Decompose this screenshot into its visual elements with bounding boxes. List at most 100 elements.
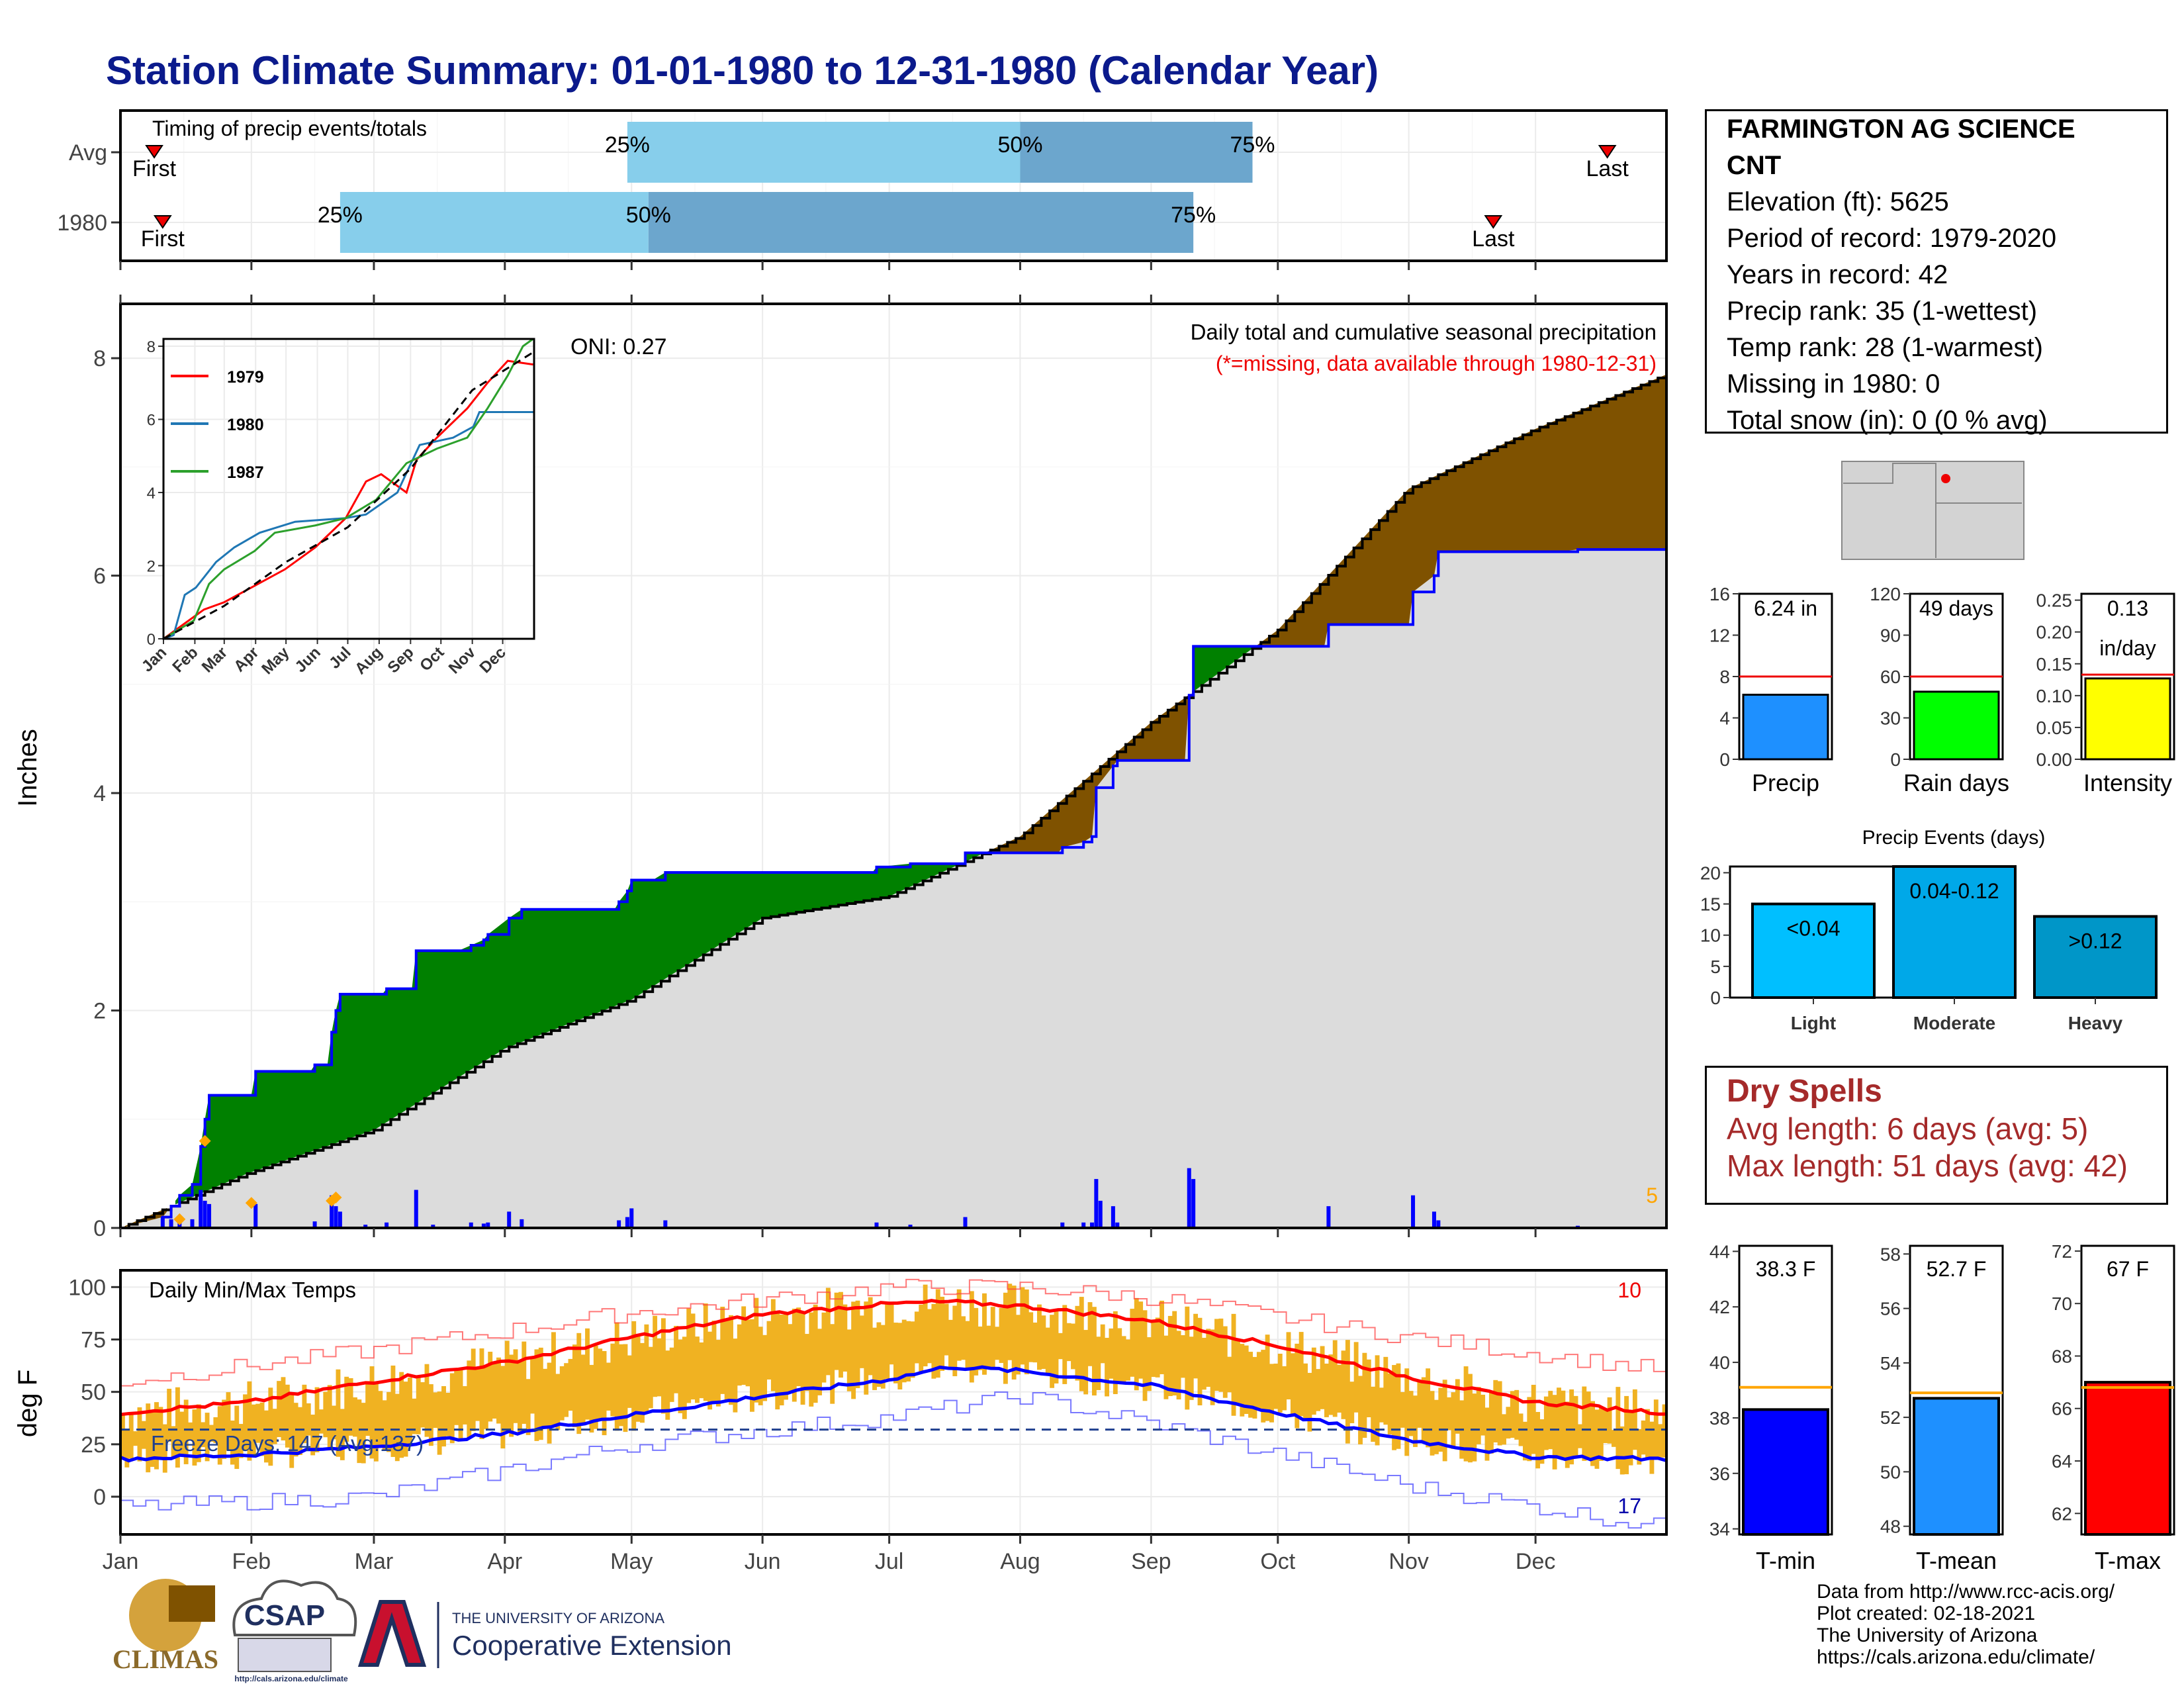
daily-temp-bar [653, 1315, 658, 1397]
daily-precip-bar [963, 1217, 968, 1228]
month-tick-label: Jan [103, 1549, 139, 1574]
rank-value-label: 49 days [1919, 596, 1993, 620]
daily-temp-bar [707, 1331, 713, 1410]
precip-above-normal-area [175, 863, 957, 1205]
rank-y-tick-label: 120 [1870, 584, 1901, 604]
event-bar-label: 0.04-0.12 [1909, 879, 1999, 903]
daily-temp-bar [441, 1385, 446, 1447]
daily-temp-bar [332, 1405, 337, 1440]
daily-temp-bar [572, 1344, 577, 1428]
rank-y-tick-label: 0.05 [2036, 718, 2073, 738]
temp-record-high-line [120, 1278, 1667, 1387]
daily-temp-bar [1201, 1337, 1206, 1390]
timing-label-first: First [132, 156, 177, 181]
daily-temp-bar [1130, 1309, 1135, 1377]
daily-temp-bar [657, 1338, 662, 1397]
temp-rank-y-tick-label: 42 [1709, 1297, 1730, 1317]
daily-temp-bar [809, 1312, 814, 1407]
daily-temp-bar [543, 1368, 548, 1428]
daily-temp-bar [1151, 1320, 1156, 1378]
daily-temp-bar [399, 1372, 404, 1458]
daily-temp-bar [272, 1409, 277, 1444]
daily-temp-bar [864, 1301, 869, 1395]
daily-temp-bar [784, 1313, 788, 1400]
temp-mean-min-line [120, 1365, 1667, 1463]
daily-temp-bar [775, 1311, 780, 1410]
temp-record-low-line [120, 1391, 1667, 1532]
daily-temp-bar [695, 1336, 700, 1403]
daily-temp-bar [428, 1384, 433, 1446]
temp-rank-bar [1742, 1408, 1829, 1536]
daily-precip-bar [385, 1222, 389, 1228]
daily-temp-bar [589, 1364, 594, 1433]
precip-subtitle: (*=missing, data available through 1980-… [1216, 352, 1657, 375]
daily-precip-bar [1115, 1222, 1120, 1228]
daily-temp-bar [585, 1328, 590, 1420]
daily-temp-bar [876, 1322, 882, 1387]
daily-temp-bar [1552, 1395, 1557, 1470]
missing-marker [330, 1192, 342, 1204]
missing-marker [199, 1135, 211, 1147]
daily-temp-bar [133, 1431, 138, 1446]
daily-temp-bar [1298, 1332, 1304, 1417]
daily-temp-bar [513, 1349, 518, 1423]
temp-rank-y-tick-label: 64 [2052, 1451, 2072, 1472]
daily-temp-bar [1037, 1304, 1042, 1370]
events-y-tick-label: 5 [1710, 957, 1721, 977]
events-y-tick-label: 0 [1710, 988, 1721, 1008]
daily-temp-bar [285, 1384, 290, 1448]
daily-temp-bar [298, 1407, 302, 1455]
daily-temp-bar [154, 1402, 159, 1470]
daily-temp-bar [488, 1351, 493, 1422]
rank-y-tick-label: 0.00 [2036, 749, 2073, 770]
daily-precip-bar [520, 1219, 524, 1228]
daily-temp-bar [906, 1321, 911, 1382]
daily-temp-bar [1091, 1307, 1097, 1396]
daily-temp-bar [1126, 1339, 1130, 1381]
timing-label-last: Last [1472, 226, 1515, 252]
daily-temp-bar [492, 1362, 497, 1419]
event-category-label: Heavy [2068, 1013, 2123, 1033]
daily-temp-bar [1265, 1335, 1270, 1421]
temp-rank-label: T-min [1756, 1547, 1815, 1574]
daily-temp-bar [1371, 1386, 1376, 1442]
daily-temp-bar [373, 1382, 379, 1462]
daily-temp-bar [1332, 1340, 1338, 1417]
daily-temp-bar [310, 1415, 316, 1456]
timing-label-last: Last [1586, 156, 1629, 181]
daily-temp-bar [1303, 1363, 1308, 1419]
temp-rank-y-tick-label: 48 [1880, 1517, 1901, 1537]
event-bar [2033, 915, 2158, 1000]
precip-normal-area [120, 549, 1666, 1228]
temp-rank-y-tick-label: 52 [1880, 1407, 1901, 1428]
daily-temp-bar [855, 1300, 860, 1388]
csap-logo-text: CSAP [244, 1599, 325, 1632]
daily-temp-bar [1007, 1284, 1013, 1360]
daily-temp-bar [1569, 1389, 1574, 1465]
daily-temp-bar [1426, 1368, 1431, 1448]
daily-temp-bar [183, 1399, 189, 1464]
precip-y-tick-label: 0 [93, 1216, 106, 1241]
daily-temp-bar [910, 1321, 915, 1378]
daily-temp-bar [158, 1407, 163, 1458]
daily-temp-bar [982, 1293, 987, 1375]
dry-spells-avg: Avg length: 6 days (avg: 5) [1727, 1111, 2089, 1146]
daily-temp-bar [952, 1305, 958, 1376]
daily-precip-bar [207, 1203, 212, 1228]
daily-temp-bar [1028, 1312, 1034, 1362]
daily-temp-bar [479, 1348, 484, 1439]
daily-temp-bar [538, 1347, 543, 1440]
climas-logo-shape [169, 1585, 215, 1622]
daily-temp-bar [868, 1297, 873, 1376]
temp-rank-bar [2084, 1381, 2171, 1536]
timing-marker-last [1484, 215, 1503, 229]
daily-temp-bar [1543, 1396, 1549, 1450]
credit-line: Data from http://www.rcc-acis.org/ [1817, 1581, 2115, 1603]
daily-temp-bar [1075, 1305, 1080, 1381]
precip-title: Daily total and cumulative seasonal prec… [1191, 320, 1657, 344]
daily-temp-bar [205, 1413, 210, 1462]
daily-temp-bar [1612, 1430, 1616, 1447]
temp-rank-y-tick-label: 62 [2052, 1503, 2072, 1524]
daily-temp-bar [1307, 1372, 1312, 1432]
daily-temp-bar [690, 1313, 696, 1400]
